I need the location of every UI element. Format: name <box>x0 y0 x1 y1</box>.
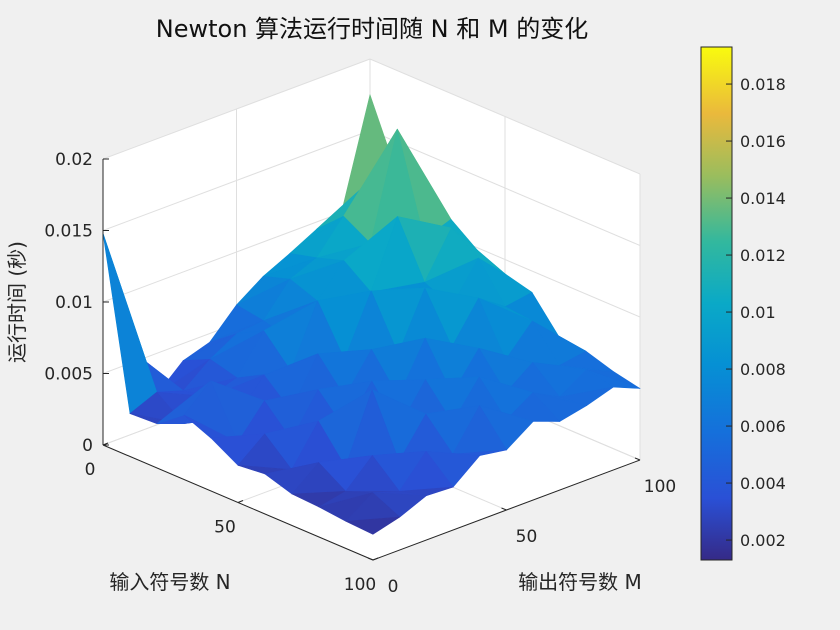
x-axis-label: 输入符号数 N <box>109 570 230 594</box>
x-tick-mark <box>102 442 109 446</box>
y-tick-mark <box>501 507 507 511</box>
z-tick-label: 0.02 <box>55 150 93 170</box>
colorbar: 0.002 0.004 0.006 0.008 0.01 0.012 0.014 0.016 0… <box>700 46 786 561</box>
x-tick-label: 0 <box>85 460 96 480</box>
y-tick-label: 50 <box>516 527 538 547</box>
colorbar-tick-label: 0.012 <box>740 246 786 265</box>
z-tick-label: 0.005 <box>44 365 93 385</box>
y-tick-label: 100 <box>644 477 676 497</box>
y-axis-label: 输出符号数 M <box>518 570 642 594</box>
z-tick-label: 0.01 <box>55 293 93 313</box>
surface-mesh <box>102 94 641 535</box>
colorbar-tick-label: 0.014 <box>740 189 786 208</box>
colorbar-tick-label: 0.016 <box>740 132 786 151</box>
x-tick-label: 50 <box>214 518 236 538</box>
x-tick-mark <box>237 500 244 503</box>
z-tick-label: 0 <box>82 436 93 456</box>
colorbar-tick-label: 0.006 <box>740 417 786 436</box>
y-tick-mark <box>367 557 374 561</box>
axis-ticks: 0 0.005 0.01 0.015 0.02 0 50 100 0 50 100 <box>44 150 676 597</box>
x-tick-label: 100 <box>344 575 376 595</box>
colorbar-tick-label: 0.002 <box>740 531 786 550</box>
colorbar-gradient <box>700 46 733 561</box>
colorbar-tick-label: 0.004 <box>740 474 786 493</box>
surface-facet <box>345 516 401 535</box>
x-tick-mark <box>372 557 379 561</box>
z-tick-label: 0.015 <box>44 222 93 242</box>
colorbar-tick-label: 0.008 <box>740 360 786 379</box>
axes-frame <box>102 158 641 561</box>
z-axis-label: 运行时间 (秒) <box>5 241 29 363</box>
chart-title: Newton 算法运行时间随 N 和 M 的变化 <box>156 15 588 43</box>
y-tick-mark <box>634 457 641 461</box>
colorbar-tick-label: 0.01 <box>740 303 776 322</box>
colorbar-tick-label: 0.018 <box>740 75 786 94</box>
y-tick-label: 0 <box>388 577 399 597</box>
